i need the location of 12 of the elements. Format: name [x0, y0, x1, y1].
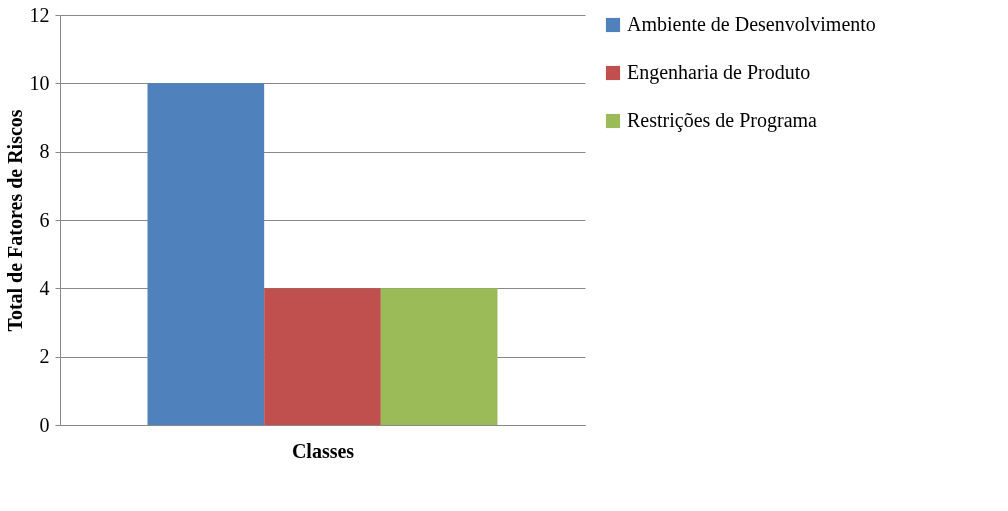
y-tick-label: 6 — [39, 208, 50, 231]
y-tick-label: 12 — [29, 3, 50, 26]
y-axis-title: Total de Fatores de Riscos — [3, 109, 26, 332]
y-tick-label: 8 — [39, 140, 50, 163]
y-tick-label: 10 — [29, 71, 50, 94]
y-tick-label: 4 — [39, 276, 50, 299]
legend-label: Engenharia de Produto — [627, 61, 811, 84]
y-tick-label: 2 — [39, 345, 50, 368]
x-axis-title: Classes — [291, 439, 355, 462]
legend-label: Restrições de Programa — [627, 109, 818, 132]
legend-label: Ambiente de Desenvolvimento — [627, 13, 876, 35]
y-tick-label: 0 — [39, 413, 50, 436]
